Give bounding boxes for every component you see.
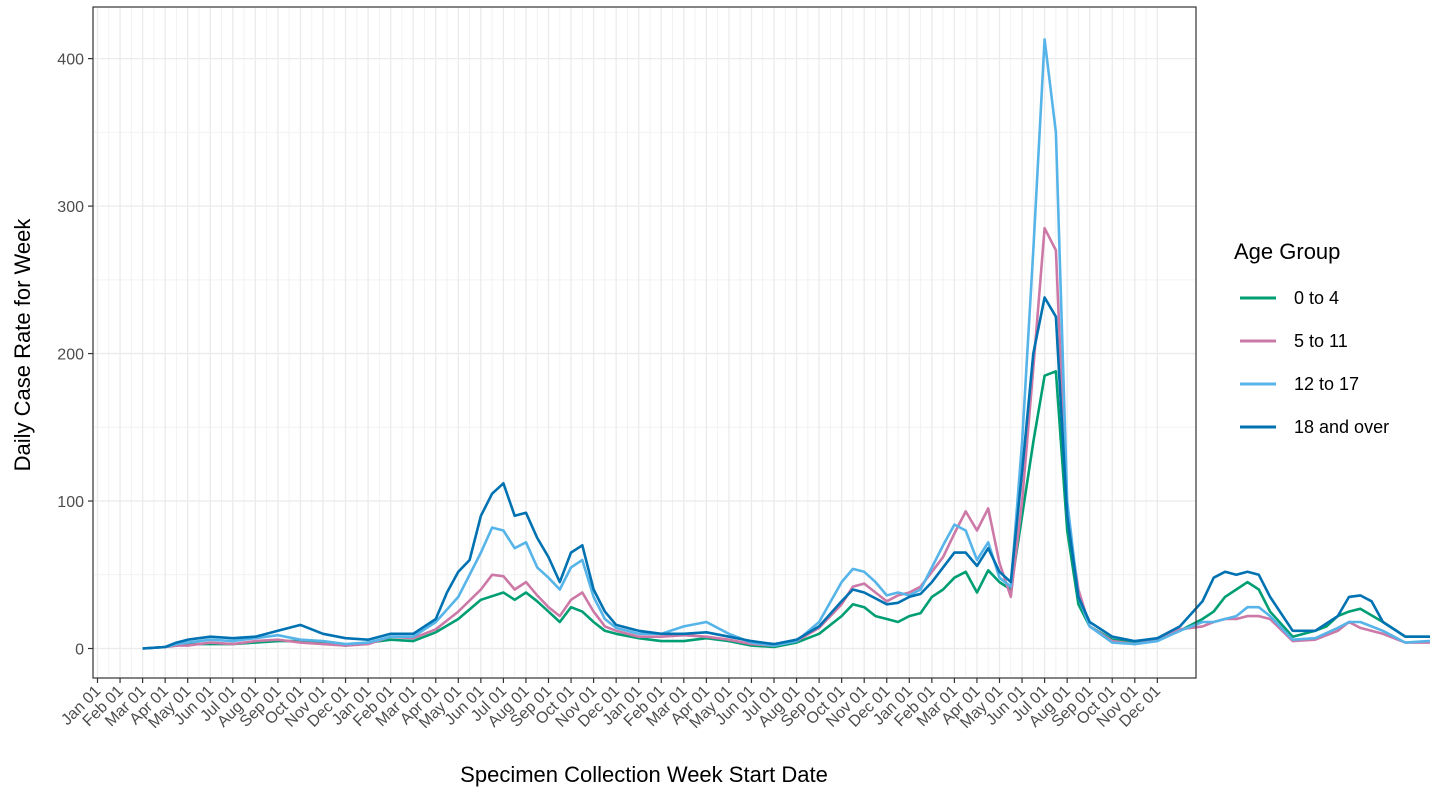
plot-border — [92, 6, 1197, 679]
legend-label: 12 to 17 — [1294, 374, 1359, 394]
legend-label: 0 to 4 — [1294, 288, 1339, 308]
series-line — [142, 226, 1430, 650]
plot-panel — [93, 7, 1196, 678]
y-axis-title: Daily Case Rate for Week — [10, 218, 35, 472]
y-tick-label: 200 — [57, 347, 84, 364]
series-line — [142, 38, 1430, 650]
y-axis-ticks: 0 100 200 300 400 — [57, 52, 93, 659]
y-tick-label: 400 — [57, 52, 84, 69]
y-tick-label: 0 — [75, 642, 84, 659]
legend-label: 18 and over — [1294, 417, 1389, 437]
series-lines — [142, 38, 1430, 650]
legend-title: Age Group — [1234, 239, 1340, 264]
legend: Age Group 0 to 4 5 to 11 12 to 17 18 and ov… — [1234, 239, 1389, 437]
series-line — [142, 296, 1430, 650]
y-tick-label: 300 — [57, 199, 84, 216]
grid-lines — [93, 7, 1196, 678]
legend-label: 5 to 11 — [1294, 331, 1348, 351]
x-axis-title: Specimen Collection Week Start Date — [460, 762, 828, 787]
y-tick-label: 100 — [57, 494, 84, 511]
